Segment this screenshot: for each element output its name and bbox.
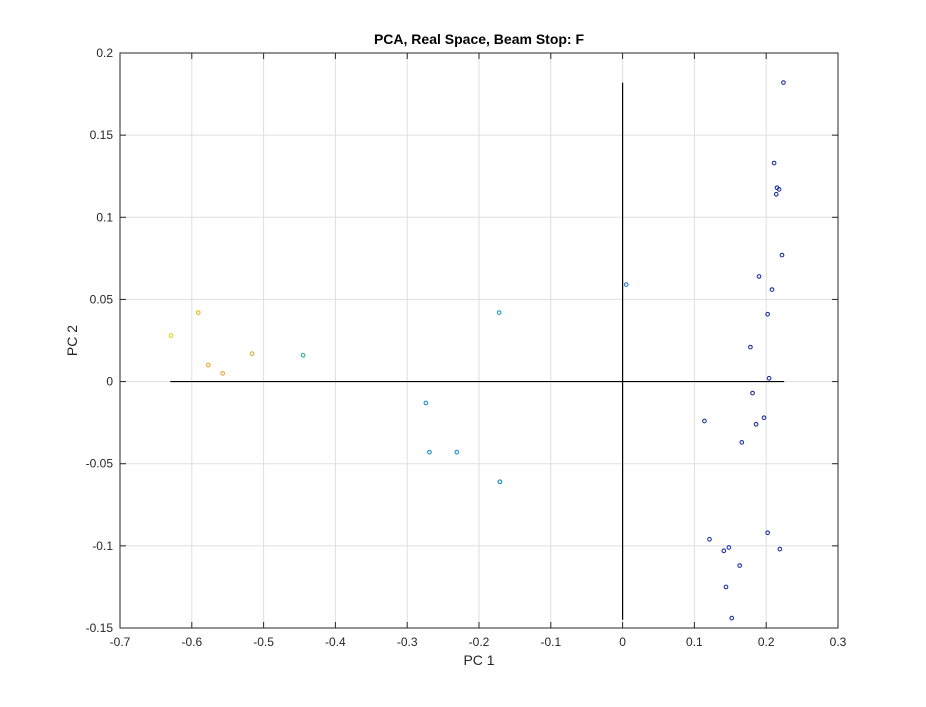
data-point xyxy=(753,421,759,427)
y-axis-label: PC 2 xyxy=(64,325,80,356)
data-point xyxy=(454,449,460,455)
data-point xyxy=(779,252,785,258)
data-point xyxy=(776,187,782,192)
data-point xyxy=(750,390,755,396)
x-tick-label: 0.3 xyxy=(830,635,847,649)
data-point xyxy=(721,548,727,554)
data-point xyxy=(765,311,770,317)
x-tick-label: -0.3 xyxy=(397,635,418,649)
data-points xyxy=(168,80,786,621)
x-tick-label: -0.7 xyxy=(110,635,131,649)
data-point xyxy=(168,333,174,338)
data-point xyxy=(769,287,775,292)
data-point xyxy=(723,584,729,590)
data-point xyxy=(205,362,211,368)
data-point xyxy=(220,371,226,376)
x-tick-label: -0.5 xyxy=(253,635,274,649)
y-tick-label: 0.2 xyxy=(96,46,113,60)
y-tick-label: -0.05 xyxy=(86,457,114,471)
data-point xyxy=(771,160,777,166)
data-point xyxy=(748,344,753,350)
y-tick-label: -0.15 xyxy=(86,621,114,635)
data-point xyxy=(765,530,770,536)
x-tick-label: 0.1 xyxy=(686,635,703,649)
chart-title: PCA, Real Space, Beam Stop: F xyxy=(374,31,585,47)
data-point xyxy=(249,351,255,356)
data-point xyxy=(195,310,201,315)
x-tick-label: 0 xyxy=(619,635,626,649)
data-point xyxy=(623,282,629,287)
data-point xyxy=(702,418,707,424)
data-point xyxy=(781,80,786,85)
data-point xyxy=(300,352,306,358)
x-tick-label: -0.4 xyxy=(325,635,346,649)
data-point xyxy=(773,191,779,197)
data-point xyxy=(423,400,429,406)
x-tick-labels: -0.7 -0.6 -0.5 -0.4 -0.3 -0.2 -0.1 0 0.1 0.2 0.3 xyxy=(110,635,847,649)
data-point xyxy=(707,536,712,542)
y-tick-label: 0 xyxy=(106,375,113,389)
x-tick-label: -0.1 xyxy=(540,635,561,649)
x-tick-label: 0.2 xyxy=(758,635,775,649)
data-point xyxy=(739,440,745,445)
data-point xyxy=(737,563,742,568)
x-tick-label: -0.2 xyxy=(469,635,490,649)
y-tick-label: -0.1 xyxy=(92,539,113,553)
tick-marks xyxy=(119,52,839,629)
y-tick-label: 0.15 xyxy=(90,128,114,142)
data-point xyxy=(766,375,772,381)
x-tick-label: -0.6 xyxy=(181,635,202,649)
data-point xyxy=(496,310,502,315)
data-point xyxy=(761,415,767,421)
y-tick-label: 0.1 xyxy=(96,210,113,224)
x-axis-label: PC 1 xyxy=(463,652,494,668)
y-tick-label: 0.05 xyxy=(90,292,114,306)
data-point xyxy=(777,546,783,552)
reference-lines xyxy=(170,82,785,620)
y-tick-labels: -0.15 -0.1 -0.05 0 0.05 0.1 0.15 0.2 xyxy=(86,46,114,635)
data-point xyxy=(726,545,732,550)
data-point xyxy=(497,479,503,485)
data-point xyxy=(729,615,735,621)
data-point xyxy=(756,274,762,279)
data-point xyxy=(427,449,432,455)
